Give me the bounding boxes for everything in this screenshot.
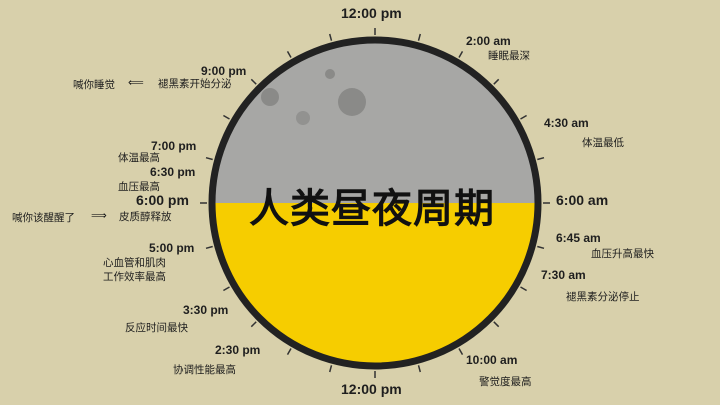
time-label-6am: 6:00 am [556,192,609,208]
diagram-title: 人类昼夜周期 [249,185,495,232]
note-highest-body-temp: 体温最高 [118,152,160,164]
hour-tick [286,348,292,355]
time-label-10am: 10:00 am [466,353,518,367]
hour-tick [205,245,213,250]
hour-tick [417,365,422,373]
hour-tick [286,51,292,58]
hour-tick [537,156,545,161]
note-cardio-muscle-1: 心血管和肌肉 [103,257,166,269]
hour-tick [250,321,257,328]
hour-tick [520,114,527,120]
note-cardio-muscle-2: 工作效率最高 [103,271,166,283]
time-label-12pm-bottom: 12:00 pm [341,381,402,397]
crater-medium [261,88,279,106]
hour-tick [223,114,230,120]
tick-marks [200,28,550,378]
hour-tick [458,51,464,58]
hour-tick [250,78,257,85]
time-label-2am: 2:00 am [466,34,511,48]
time-label-430am: 4:30 am [544,116,589,130]
clock-rim [208,36,542,370]
time-label-330pm: 3:30 pm [183,303,229,317]
hour-tick [537,245,545,250]
time-label-5pm: 5:00 pm [149,241,195,255]
right-arrow-icon: ⟹ [91,209,107,222]
hour-tick [493,321,500,328]
time-label-645am: 6:45 am [556,231,601,245]
hour-tick [458,348,464,355]
note-highest-alertness: 警觉度最高 [479,376,532,388]
time-label-630pm: 6:30 pm [150,165,196,179]
crater-small [325,69,335,79]
crater-large [338,88,366,116]
hour-tick [328,33,333,41]
note-fastest-reaction: 反应时间最快 [125,322,188,334]
note-best-coordination: 协调性能最高 [173,364,236,376]
hour-tick [328,365,333,373]
hour-tick [520,286,527,292]
note-sharpest-bp-rise: 血压升高最快 [591,248,654,260]
note-melatonin-stops: 褪黑素分泌停止 [566,291,640,303]
note-time-to-wake: 喊你该醒醒了 [12,212,75,224]
hour-tick [205,156,213,161]
left-arrow-icon: ⟸ [128,76,144,89]
note-melatonin-starts: 褪黑素开始分泌 [158,78,232,90]
hour-tick [223,286,230,292]
time-label-7pm: 7:00 pm [151,139,197,153]
note-highest-bp: 血压最高 [118,181,160,193]
time-label-9pm: 9:00 pm [201,64,247,78]
hour-tick [417,33,422,41]
time-label-230pm: 2:30 pm [215,343,261,357]
time-label-730am: 7:30 am [541,268,586,282]
note-deepest-sleep: 睡眠最深 [488,50,530,62]
time-label-6pm: 6:00 pm [136,192,189,208]
crater-medium-2 [296,111,310,125]
note-cortisol-release: 皮质醇释放 [119,211,172,223]
hour-tick [493,78,500,85]
note-time-to-sleep: 喊你睡觉 [73,79,115,91]
note-lowest-body-temp: 体温最低 [582,137,624,149]
time-label-12pm-top: 12:00 pm [341,5,402,21]
